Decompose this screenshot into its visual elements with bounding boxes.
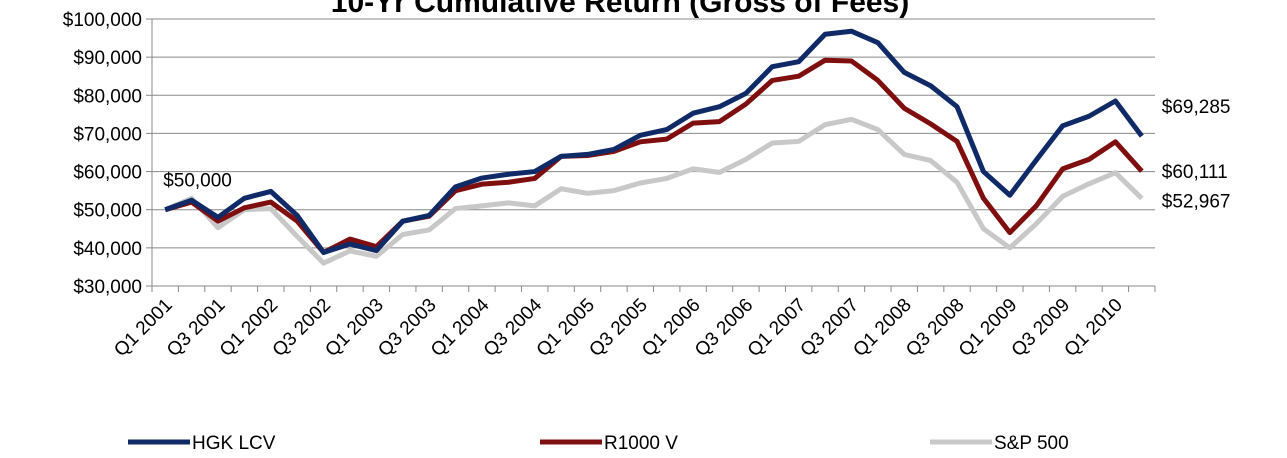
data-label: $50,000 — [163, 171, 232, 192]
legend-label: S&P 500 — [994, 433, 1069, 454]
y-tick-label: $80,000 — [73, 86, 142, 107]
chart-title: 10-Yr Cumulative Return (Gross of Fees) — [331, 0, 909, 19]
y-tick-label: $30,000 — [73, 277, 142, 298]
y-tick-label: $100,000 — [63, 10, 142, 31]
series-line — [164, 116, 1144, 266]
y-tick-label: $40,000 — [73, 239, 142, 260]
y-tick-label: $70,000 — [73, 124, 142, 145]
legend-label: HGK LCV — [192, 433, 276, 454]
legend-label: R1000 V — [604, 433, 678, 454]
x-tick-label: Q1 2010 — [1061, 295, 1127, 361]
series-line — [164, 28, 1144, 255]
y-tick-label: $50,000 — [73, 201, 142, 222]
y-tick-label: $90,000 — [73, 48, 142, 69]
data-label: $69,285 — [1162, 97, 1231, 118]
series-line — [164, 57, 1144, 255]
data-label: $52,967 — [1162, 191, 1231, 212]
y-tick-label: $60,000 — [73, 163, 142, 184]
data-label: $60,111 — [1162, 162, 1228, 183]
